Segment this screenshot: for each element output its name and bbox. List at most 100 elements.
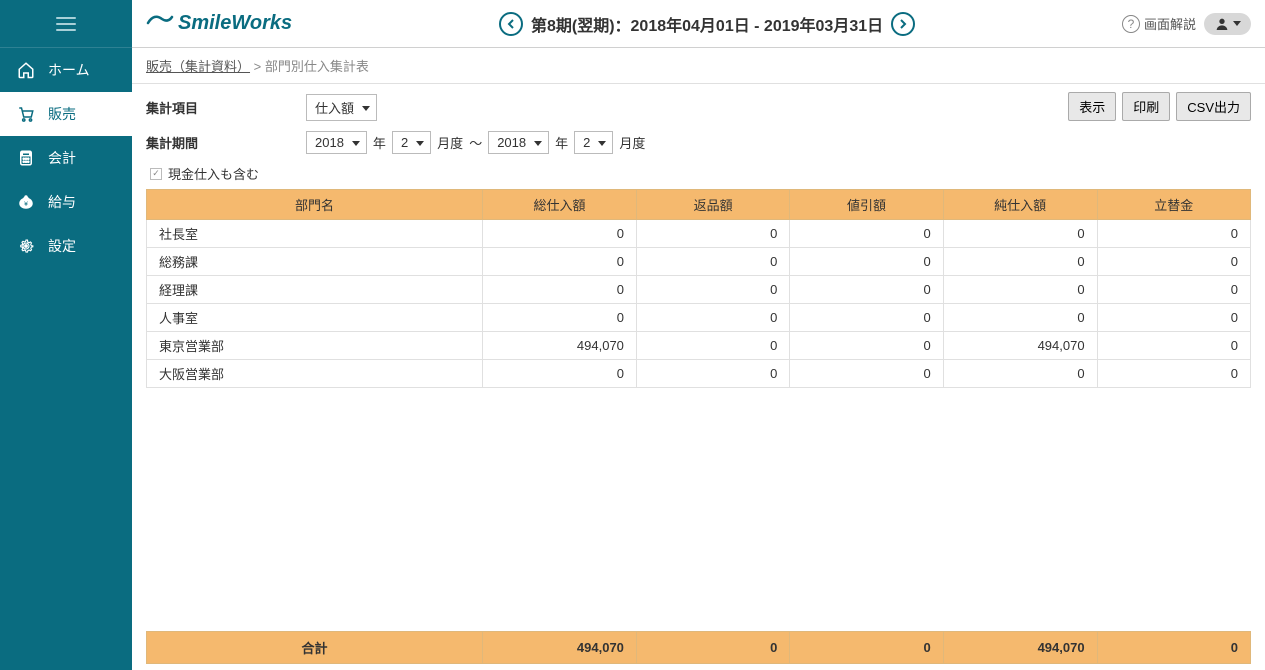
cell-advance: 0	[1097, 360, 1250, 388]
calculator-icon	[16, 149, 36, 167]
col-header-name: 部門名	[147, 190, 483, 220]
period-label: 集計期間	[146, 133, 306, 152]
yen-bag-icon: ¥	[16, 193, 36, 211]
cell-discount: 0	[790, 276, 943, 304]
cell-net: 0	[943, 220, 1097, 248]
cell-gross: 494,070	[483, 332, 637, 360]
help-icon: ?	[1122, 15, 1140, 33]
summary-table: 部門名 総仕入額 返品額 値引額 純仕入額 立替金 社長室00000総務課000…	[146, 189, 1251, 388]
sidebar-item-home[interactable]: ホーム	[0, 48, 132, 92]
period-text: 第8期(翌期)：2018年04月01日 - 2019年03月31日	[531, 12, 883, 36]
help-link[interactable]: ? 画面解説	[1122, 14, 1196, 33]
to-year-select[interactable]: 2018	[488, 131, 549, 154]
sidebar-item-label: 販売	[48, 104, 76, 124]
help-label: 画面解説	[1144, 14, 1196, 33]
sidebar-item-payroll[interactable]: ¥ 給与	[0, 180, 132, 224]
cell-gross: 0	[483, 220, 637, 248]
main-area: SmileWorks 第8期(翌期)：2018年04月01日 - 2019年03…	[132, 0, 1265, 670]
cell-returns: 0	[636, 332, 789, 360]
col-header-advance: 立替金	[1097, 190, 1250, 220]
logo-icon	[146, 11, 174, 37]
gear-icon	[16, 237, 36, 255]
table-header-row: 部門名 総仕入額 返品額 値引額 純仕入額 立替金	[147, 190, 1251, 220]
col-header-returns: 返品額	[636, 190, 789, 220]
cell-discount: 0	[790, 248, 943, 276]
cell-net: 494,070	[943, 332, 1097, 360]
cell-name: 総務課	[147, 248, 483, 276]
cell-net: 0	[943, 276, 1097, 304]
include-cash-label: 現金仕入も含む	[168, 164, 259, 183]
sidebar-item-sales[interactable]: 販売	[0, 92, 132, 136]
total-discount: 0	[790, 632, 943, 664]
table-row: 人事室00000	[147, 304, 1251, 332]
cell-advance: 0	[1097, 332, 1250, 360]
breadcrumb-current: 部門別仕入集計表	[265, 59, 369, 74]
cell-net: 0	[943, 360, 1097, 388]
sidebar-item-label: 会計	[48, 148, 76, 168]
aggregation-item-select[interactable]: 仕入額	[306, 94, 377, 121]
cell-name: 人事室	[147, 304, 483, 332]
cell-advance: 0	[1097, 248, 1250, 276]
cell-gross: 0	[483, 304, 637, 332]
sidebar-item-accounting[interactable]: 会計	[0, 136, 132, 180]
cell-name: 経理課	[147, 276, 483, 304]
total-advance: 0	[1097, 632, 1250, 664]
user-menu-button[interactable]	[1204, 13, 1251, 35]
cell-returns: 0	[636, 304, 789, 332]
year-suffix: 年	[373, 133, 386, 152]
cell-discount: 0	[790, 332, 943, 360]
cell-gross: 0	[483, 360, 637, 388]
table-row: 経理課00000	[147, 276, 1251, 304]
cell-gross: 0	[483, 276, 637, 304]
chevron-down-icon	[1233, 21, 1241, 26]
cell-net: 0	[943, 304, 1097, 332]
cell-returns: 0	[636, 276, 789, 304]
from-year-select[interactable]: 2018	[306, 131, 367, 154]
total-row: 合計 494,070 0 0 494,070 0	[146, 631, 1251, 664]
cell-name: 社長室	[147, 220, 483, 248]
menu-toggle-button[interactable]	[0, 0, 132, 48]
total-net: 494,070	[943, 632, 1097, 664]
breadcrumb: 販売（集計資料） > 部門別仕入集計表	[132, 48, 1265, 84]
cell-returns: 0	[636, 220, 789, 248]
sidebar: ホーム 販売 会計 ¥ 給与 設定	[0, 0, 132, 670]
col-header-discount: 値引額	[790, 190, 943, 220]
print-button[interactable]: 印刷	[1122, 92, 1170, 121]
month-suffix: 月度	[437, 133, 463, 152]
show-button[interactable]: 表示	[1068, 92, 1116, 121]
cell-returns: 0	[636, 248, 789, 276]
period-next-button[interactable]	[891, 12, 915, 36]
sidebar-item-label: 設定	[48, 236, 76, 256]
sidebar-item-settings[interactable]: 設定	[0, 224, 132, 268]
cell-discount: 0	[790, 220, 943, 248]
from-month-select[interactable]: 2	[392, 131, 431, 154]
total-gross: 494,070	[483, 632, 637, 664]
csv-export-button[interactable]: CSV出力	[1176, 92, 1251, 121]
cell-name: 東京営業部	[147, 332, 483, 360]
col-header-net: 純仕入額	[943, 190, 1097, 220]
total-returns: 0	[636, 632, 789, 664]
hamburger-icon	[56, 17, 76, 31]
include-cash-checkbox[interactable]: ✓	[150, 168, 162, 180]
cell-advance: 0	[1097, 276, 1250, 304]
controls: 表示 印刷 CSV出力 集計項目 仕入額 集計期間 2018 年 2 月度 ～ …	[132, 84, 1265, 189]
cell-discount: 0	[790, 304, 943, 332]
logo[interactable]: SmileWorks	[146, 11, 292, 37]
table-row: 東京営業部494,07000494,0700	[147, 332, 1251, 360]
cell-net: 0	[943, 248, 1097, 276]
top-header: SmileWorks 第8期(翌期)：2018年04月01日 - 2019年03…	[132, 0, 1265, 48]
col-header-gross: 総仕入額	[483, 190, 637, 220]
period-prev-button[interactable]	[499, 12, 523, 36]
table-row: 総務課00000	[147, 248, 1251, 276]
sidebar-item-label: 給与	[48, 192, 76, 212]
breadcrumb-link[interactable]: 販売（集計資料）	[146, 59, 250, 74]
breadcrumb-sep: >	[254, 59, 262, 74]
cart-icon	[16, 105, 36, 123]
cell-gross: 0	[483, 248, 637, 276]
year-suffix: 年	[555, 133, 568, 152]
total-label: 合計	[147, 632, 483, 664]
cell-advance: 0	[1097, 304, 1250, 332]
svg-text:¥: ¥	[24, 201, 28, 208]
to-month-select[interactable]: 2	[574, 131, 613, 154]
table-row: 大阪営業部00000	[147, 360, 1251, 388]
